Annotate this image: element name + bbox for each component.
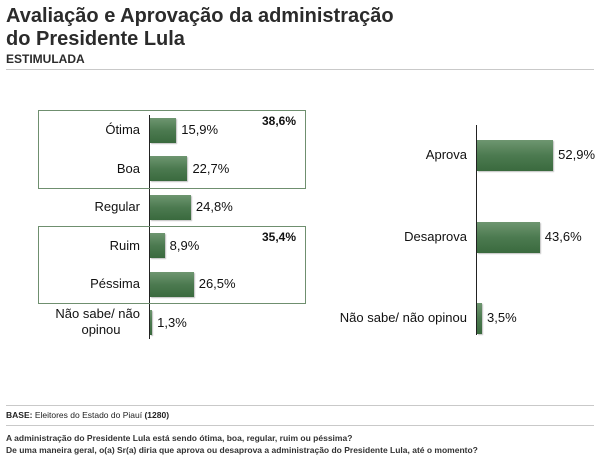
category-label-otima: Ótima xyxy=(105,122,140,137)
footer-divider xyxy=(6,405,594,406)
right-axis xyxy=(476,125,477,335)
value-label-aprova-approval: 52,9% xyxy=(558,147,596,162)
bar-desaprova-approval xyxy=(477,221,540,253)
chart-title: Avaliação e Aprovação da administração d… xyxy=(6,5,394,51)
value-label-nao-sabe-nao-opinou: 1,3% xyxy=(157,314,187,330)
base-text: Eleitores do Estado do Piauí xyxy=(34,410,143,420)
value-label-regular: 24,8% xyxy=(195,199,233,214)
value-label-desaprova-approval: 43,6% xyxy=(544,229,582,244)
bar-nao-sabe-nao-opinou xyxy=(150,310,153,335)
bar-otima xyxy=(150,117,177,143)
bar-pessima xyxy=(150,271,194,297)
title-line-1: Avaliação e Aprovação da administração xyxy=(6,5,394,27)
category-label-desaprova-approval: Desaprova xyxy=(404,229,467,244)
left-axis xyxy=(149,115,150,339)
value-label-nao-sabe-nao-opinou-approval: 3,5% xyxy=(487,310,517,325)
category-label-nao-sabe-nao-opinou: Não sabe/ não opinou xyxy=(55,305,140,337)
bar-regular xyxy=(150,194,191,220)
bar-nao-sabe-nao-opinou-approval xyxy=(477,302,483,334)
category-label-aprova-approval: Aprova xyxy=(425,147,467,162)
footer-divider-2 xyxy=(6,425,594,426)
group-total-2: 35,4% xyxy=(262,229,297,244)
group-total-1: 38,6% xyxy=(262,114,297,128)
question-2: De uma maneira geral, o(a) Sr(a) diria q… xyxy=(6,445,478,455)
bar-aprova-approval xyxy=(477,139,554,171)
category-label-nao-sabe-nao-opinou-approval: Não sabe/ não opinou xyxy=(339,310,467,325)
base-label: BASE: xyxy=(6,410,33,420)
title-line-2: do Presidente Lula xyxy=(6,28,185,50)
group-box-1 xyxy=(38,110,306,189)
bar-ruim xyxy=(150,233,165,258)
bar-boa xyxy=(150,156,188,181)
value-label-otima: 15,9% xyxy=(181,122,219,137)
base-note: BASE: Eleitores do Estado do Piauí (1280… xyxy=(6,410,169,420)
category-label-pessima: Péssima xyxy=(90,276,140,291)
base-count: (1280) xyxy=(144,410,170,420)
value-label-ruim: 8,9% xyxy=(169,237,200,253)
value-label-pessima: 26,5% xyxy=(198,276,236,291)
category-label-ruim: Ruim xyxy=(109,237,140,253)
group-box-2 xyxy=(38,225,306,304)
category-label-boa: Boa xyxy=(116,160,140,176)
category-label-regular: Regular xyxy=(94,199,140,214)
question-1: A administração do Presidente Lula está … xyxy=(6,433,353,443)
chart-subtitle: ESTIMULADA xyxy=(6,52,85,66)
value-label-boa: 22,7% xyxy=(192,160,230,176)
header-divider xyxy=(6,69,594,70)
